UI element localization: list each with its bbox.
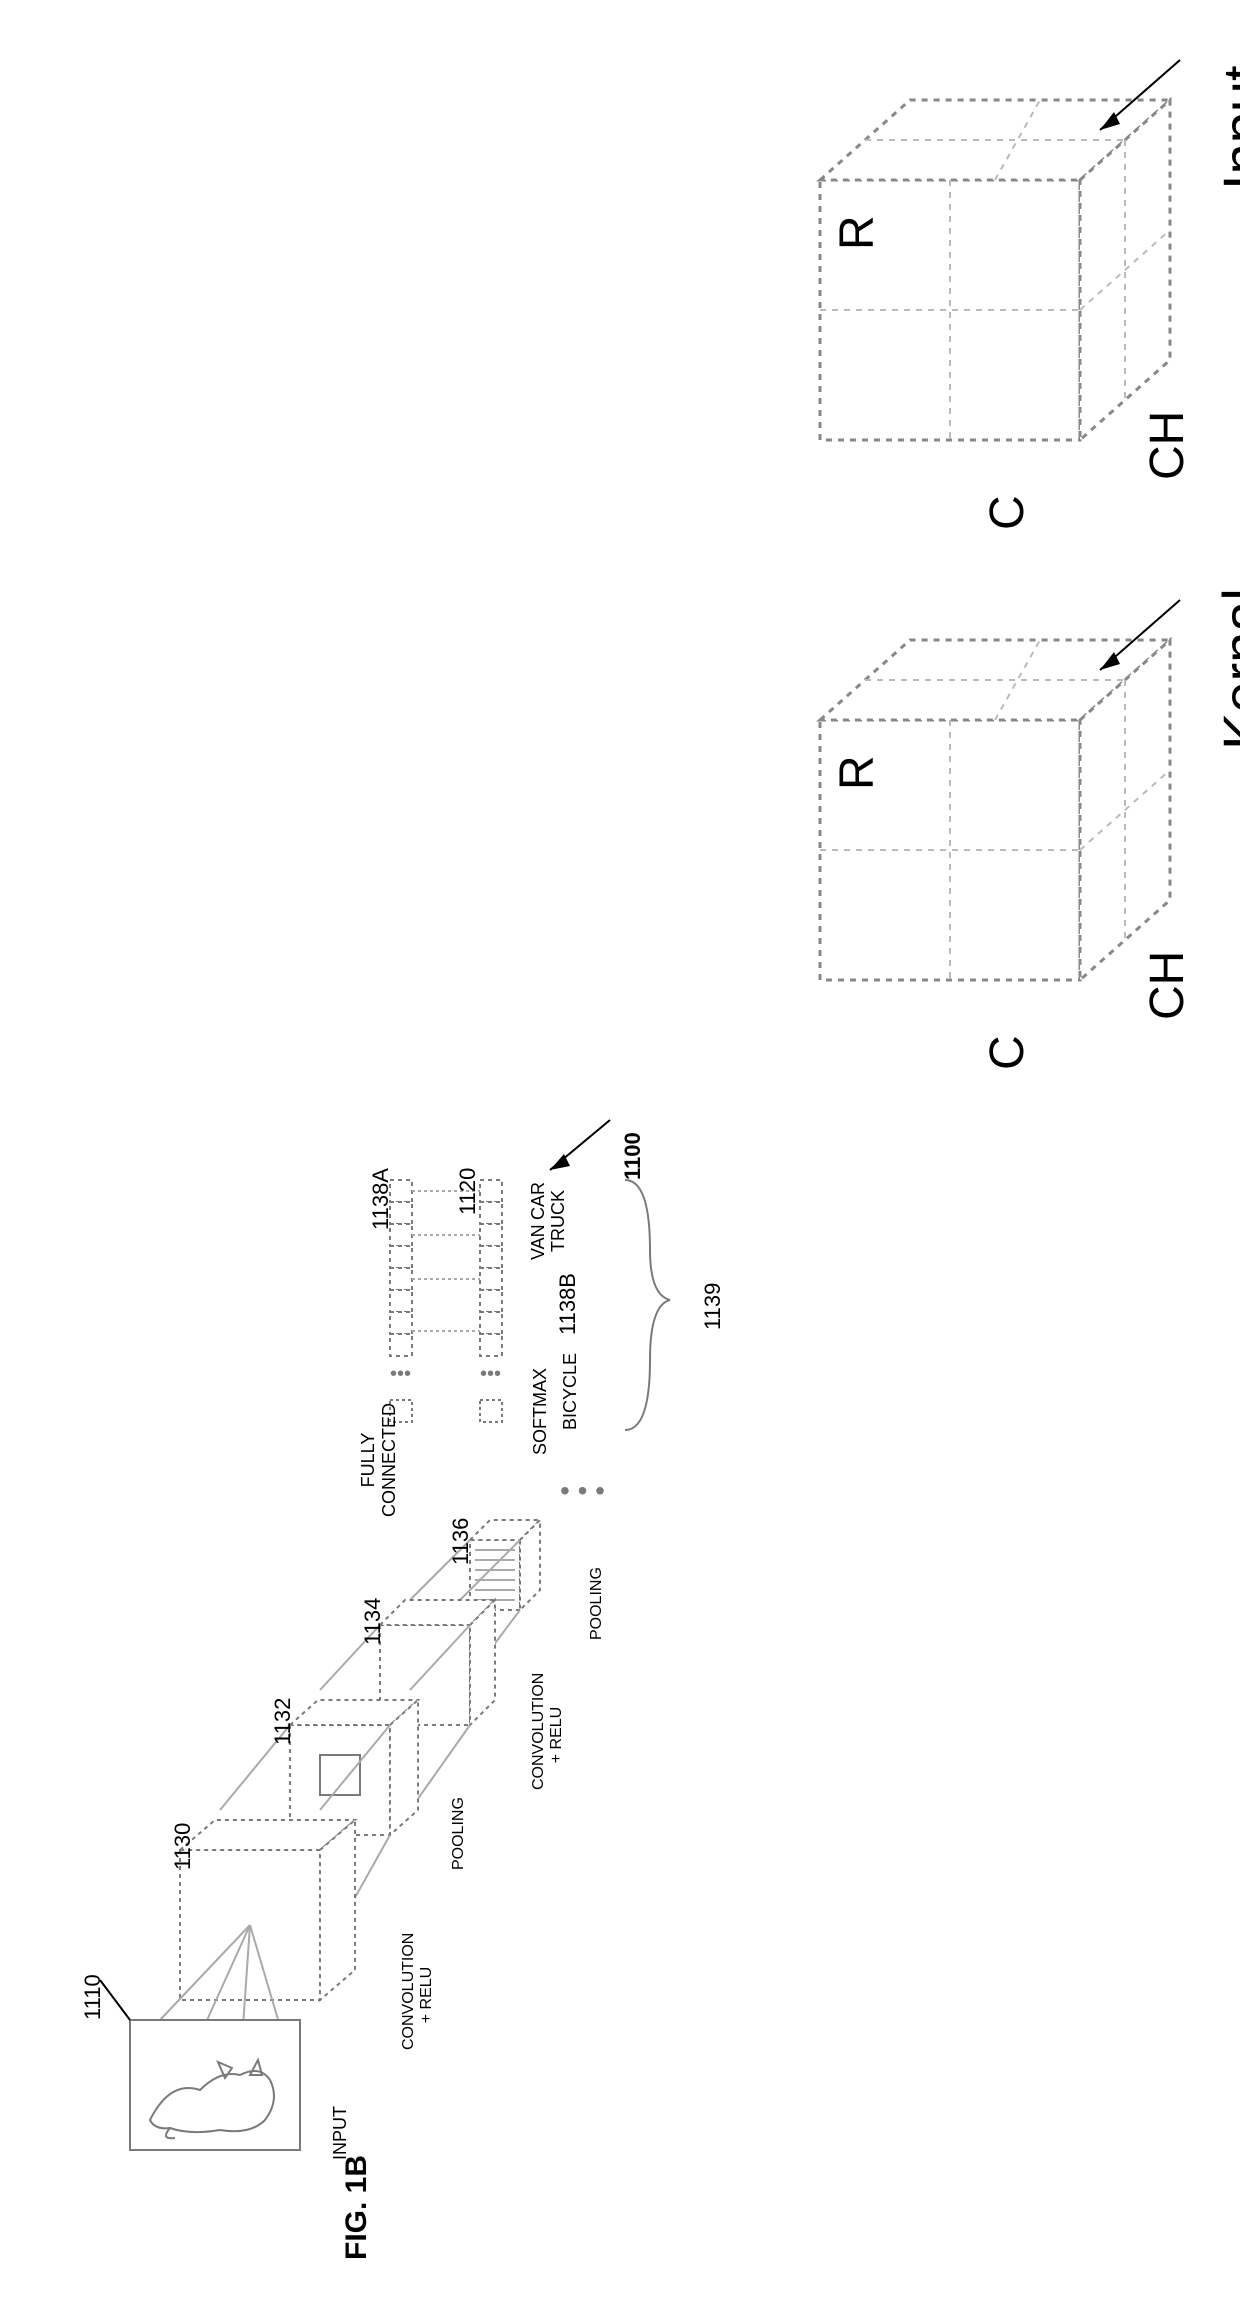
class-truck: TRUCK	[548, 1190, 569, 1252]
cnn-ref-1139: 1139	[700, 1283, 726, 1330]
input-cube-annot: Input	[1210, 65, 1240, 190]
input-cube-arrow	[1080, 50, 1200, 170]
input-cube-axis-c: C	[980, 495, 1035, 530]
cnn-ref-1120: 1120	[455, 1168, 481, 1215]
ellipsis-mark: • • •	[560, 1475, 605, 1506]
cnn-label-input: INPUT	[330, 2106, 351, 2160]
kernel-cube-axis-r: R	[830, 755, 885, 790]
cnn-ref-1130: 1130	[170, 1823, 196, 1870]
cnn-ref-1132: 1132	[270, 1698, 296, 1745]
kernel-cube-axis-c: C	[980, 1035, 1035, 1070]
class-car: CAR	[528, 1182, 549, 1220]
cnn-label-pool2: POOLING	[588, 1567, 606, 1640]
figure-label: FIG. 1B	[340, 2155, 374, 2260]
svg-text:•••: •••	[480, 1363, 501, 1385]
cnn-ref-1110: 1110	[80, 1974, 106, 2020]
svg-text:•••: •••	[390, 1363, 411, 1385]
input-cube-axis-ch: CH	[1140, 411, 1195, 480]
cnn-ref-1100: 1100	[620, 1132, 646, 1180]
input-cube-axis-r: R	[830, 215, 885, 250]
kernel-cube-arrow	[1080, 590, 1200, 710]
kernel-cube-annot: Kernal	[1210, 588, 1240, 750]
cnn-ref-1136: 1136	[448, 1518, 474, 1565]
cnn-ref-1134: 1134	[360, 1598, 386, 1645]
cnn-label-pool1: POOLING	[450, 1797, 468, 1870]
label-softmax: SOFTMAX	[530, 1368, 551, 1455]
class-van: VAN	[528, 1224, 549, 1260]
cnn-label-conv2: CONVOLUTION + RELU	[530, 1680, 566, 1790]
page-root: R C CH Input R C CH Kernal	[0, 0, 1240, 2320]
class-bicycle: BICYCLE	[560, 1353, 581, 1430]
kernel-cube-axis-ch: CH	[1140, 951, 1195, 1020]
cnn-label-conv1: CONVOLUTION + RELU	[400, 1940, 436, 2050]
cnn-ref-1138B: 1138B	[555, 1273, 581, 1335]
cnn-ref-1138A: 1138A	[368, 1168, 394, 1230]
label-fully-connected: FULLY CONNECTED	[358, 1400, 400, 1520]
